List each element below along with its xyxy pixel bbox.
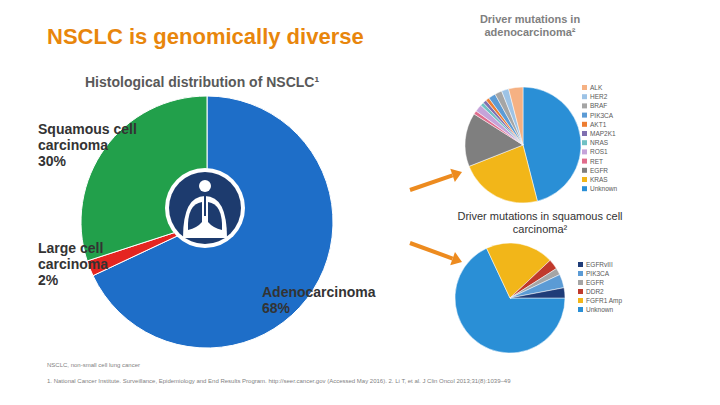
slice-name: Squamous cell carcinoma — [38, 121, 148, 153]
slice-label: Squamous cell carcinoma30% — [38, 121, 148, 169]
legend-label: NRAS — [590, 139, 609, 146]
arrow-shaft — [410, 243, 453, 259]
legend-label: PIK3CA — [590, 112, 614, 119]
references: 1. National Cancer Institute. Surveillan… — [47, 378, 510, 385]
legend-swatch — [582, 85, 587, 90]
icon-ring — [165, 168, 245, 248]
icon-lung — [208, 202, 222, 230]
legend-swatch — [578, 298, 583, 303]
legend-label: FGFR1 Amp — [586, 297, 623, 305]
slide-title: NSCLC is genomically diverse — [47, 24, 364, 49]
legend-swatch — [578, 289, 583, 294]
icon-body — [183, 196, 227, 238]
slice-label: Large cell carcinoma2% — [38, 240, 128, 288]
legend-swatch — [582, 113, 587, 118]
legend-label: ROS1 — [590, 148, 608, 155]
legend-label: BRAF — [590, 102, 607, 109]
pie-slice — [509, 87, 523, 145]
icon-lung — [188, 202, 202, 230]
legend-swatch — [582, 140, 587, 145]
legend: EGFRvIII PIK3CA EGFR DDR2 FGFR1 AmpUnknown — [578, 261, 623, 313]
icon-trachea — [204, 196, 206, 216]
slice-value: 2% — [38, 272, 128, 288]
pie-slice — [510, 288, 565, 298]
legend: ALK HER2 BRAF PIK3CA AKT1 MAP2K1 NRAS ROS1 RET EG… — [582, 84, 617, 192]
legend-swatch — [582, 103, 587, 108]
slice-name: Adenocarcinoma — [262, 284, 402, 300]
legend-label: Unknown — [590, 185, 617, 192]
legend-swatch — [578, 307, 583, 312]
legend-swatch — [582, 149, 587, 154]
icon-head — [199, 180, 211, 192]
legend-swatch — [582, 94, 587, 99]
legend-swatch — [578, 280, 583, 285]
pie — [465, 87, 581, 203]
icon-disc — [169, 172, 241, 244]
arrow-head — [450, 252, 462, 265]
legend-swatch — [582, 122, 587, 127]
legend-swatch — [582, 177, 587, 182]
slice-value: 30% — [38, 153, 148, 169]
legend-label: AKT1 — [590, 121, 607, 128]
slice-value: 68% — [262, 300, 402, 316]
chart-canvas: ALK HER2 BRAF PIK3CA AKT1 MAP2K1 NRAS ROS1 RET EG… — [0, 0, 720, 405]
legend-label: PIK3CA — [586, 270, 610, 277]
legend-label: EGFR — [586, 279, 604, 286]
legend-swatch — [578, 271, 583, 276]
legend-swatch — [578, 262, 583, 267]
slide: ALK HER2 BRAF PIK3CA AKT1 MAP2K1 NRAS ROS1 RET EG… — [0, 0, 720, 405]
legend-label: EGFR — [590, 167, 608, 174]
chart-title: Histological distribution of NSCLC¹ — [85, 74, 405, 90]
legend-label: Unknown — [586, 306, 613, 313]
slice-name: Large cell carcinoma — [38, 240, 128, 272]
legend-label: RET — [590, 158, 603, 165]
legend-swatch — [582, 159, 587, 164]
pie-slice — [510, 275, 564, 298]
legend-swatch — [582, 168, 587, 173]
pie — [455, 243, 565, 353]
legend-label: MAP2K1 — [590, 130, 616, 137]
legend-swatch — [582, 131, 587, 136]
chart-title: Driver mutations in adenocarcinoma² — [455, 13, 605, 38]
legend-label: ALK — [590, 84, 603, 91]
legend-label: HER2 — [590, 93, 608, 100]
arrow-shaft — [410, 175, 453, 190]
slice-label: Adenocarcinoma68% — [262, 284, 402, 316]
legend-label: KRAS — [590, 176, 608, 183]
footnote: NSCLC, non-small cell lung cancer — [47, 362, 140, 369]
legend-swatch — [582, 186, 587, 191]
legend-label: EGFRvIII — [586, 261, 613, 268]
legend-label: DDR2 — [586, 288, 604, 295]
lung-icon — [165, 168, 245, 248]
arrow-head — [450, 169, 462, 182]
chart-title: Driver mutations in squamous cell carcin… — [455, 210, 625, 235]
